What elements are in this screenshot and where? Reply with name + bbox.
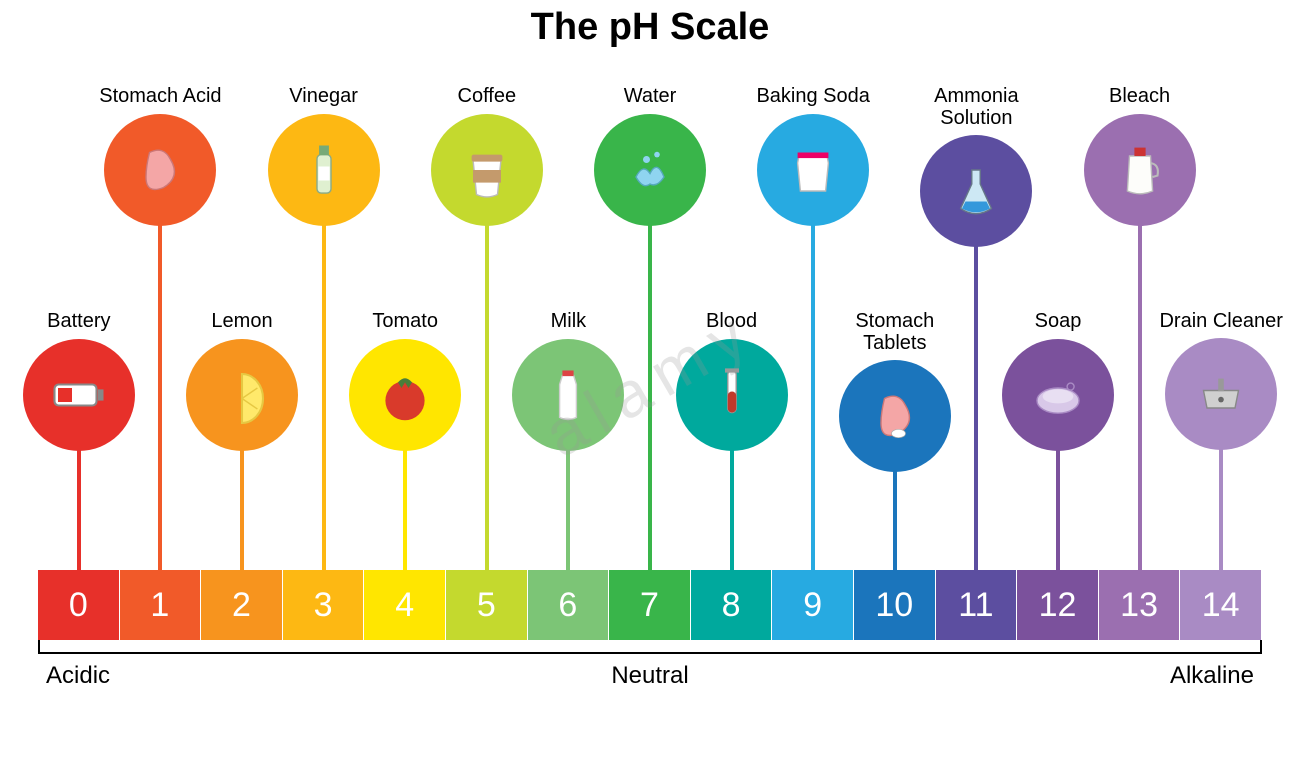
item-label: Water [580, 85, 720, 108]
item-label: Drain Cleaner [1151, 310, 1291, 332]
ph-item-1: Stomach Acid [90, 85, 230, 226]
soap-icon [1002, 339, 1114, 451]
bottle-icon [268, 114, 380, 226]
ph-item-7: Water [580, 85, 720, 226]
ph-item-14: Drain Cleaner [1151, 310, 1291, 450]
cup-icon [431, 114, 543, 226]
ph-cell-10: 10 [854, 570, 936, 640]
container-icon [757, 114, 869, 226]
ph-cell-6: 6 [528, 570, 610, 640]
ph-number: 14 [1202, 586, 1240, 625]
ph-cell-4: 4 [364, 570, 446, 640]
connector-line [1138, 169, 1142, 570]
axis-line [38, 652, 1262, 654]
item-label: Stomach Acid [90, 85, 230, 108]
ph-number: 7 [640, 586, 659, 625]
ph-item-8: Blood [662, 310, 802, 451]
scale-area: Acidic Neutral Alkaline 0123456789101112… [38, 50, 1262, 700]
ph-scale-infographic: The pH Scale alamy Acidic Neutral Alkali… [0, 0, 1300, 763]
ph-number: 10 [875, 586, 913, 625]
axis-tick-left [38, 640, 40, 654]
ph-number: 8 [722, 586, 741, 625]
ph-number: 9 [803, 586, 822, 625]
testtube-icon [676, 339, 788, 451]
item-label: Bleach [1070, 85, 1210, 108]
item-label: Baking Soda [743, 85, 883, 108]
ph-item-6: Milk [498, 310, 638, 451]
ph-number: 5 [477, 586, 496, 625]
ph-number: 6 [558, 586, 577, 625]
item-label: Lemon [172, 310, 312, 333]
connector-line [811, 169, 815, 570]
ph-item-9: Baking Soda [743, 85, 883, 226]
item-label: Ammonia Solution [906, 85, 1046, 129]
water-icon [594, 114, 706, 226]
ph-cell-8: 8 [691, 570, 773, 640]
item-label: Vinegar [254, 85, 394, 108]
ph-item-5: Coffee [417, 85, 557, 226]
battery-icon [23, 339, 135, 451]
ph-item-10: Stomach Tablets [825, 310, 965, 472]
stomach-icon [104, 114, 216, 226]
item-label: Battery [9, 310, 149, 333]
item-label: Soap [988, 310, 1128, 333]
ph-item-13: Bleach [1070, 85, 1210, 226]
ph-number: 11 [958, 586, 993, 625]
axis-label-alkaline: Alkaline [1170, 662, 1254, 690]
axis-label-acidic: Acidic [46, 662, 110, 690]
lemon-icon [186, 339, 298, 451]
milkbottle-icon [512, 339, 624, 451]
ph-cell-14: 14 [1180, 570, 1262, 640]
ph-cell-2: 2 [201, 570, 283, 640]
ph-number: 13 [1120, 586, 1158, 625]
ph-item-3: Vinegar [254, 85, 394, 226]
ph-cell-11: 11 [936, 570, 1018, 640]
axis-tick-right [1260, 640, 1262, 654]
item-label: Stomach Tablets [825, 310, 965, 354]
connector-line [485, 169, 489, 570]
ph-number: 12 [1039, 586, 1077, 625]
tomato-icon [349, 339, 461, 451]
ph-cell-5: 5 [446, 570, 528, 640]
ph-item-4: Tomato [335, 310, 475, 451]
connector-line [322, 169, 326, 570]
item-label: Coffee [417, 85, 557, 108]
ph-cell-9: 9 [772, 570, 854, 640]
connector-line [158, 169, 162, 570]
ph-item-0: Battery [9, 310, 149, 451]
jug-icon [1084, 114, 1196, 226]
item-label: Blood [662, 310, 802, 333]
ph-number: 3 [314, 586, 333, 625]
connector-line [648, 169, 652, 570]
page-title: The pH Scale [531, 6, 770, 49]
ph-cell-1: 1 [120, 570, 202, 640]
stomachpill-icon [839, 360, 951, 472]
ph-item-12: Soap [988, 310, 1128, 451]
sink-icon [1165, 338, 1277, 450]
ph-cell-3: 3 [283, 570, 365, 640]
axis-label-neutral: Neutral [611, 662, 688, 690]
flask-icon [920, 135, 1032, 247]
ph-cell-0: 0 [38, 570, 120, 640]
ph-item-11: Ammonia Solution [906, 85, 1046, 247]
ph-cell-13: 13 [1099, 570, 1181, 640]
ph-cell-12: 12 [1017, 570, 1099, 640]
ph-item-2: Lemon [172, 310, 312, 451]
ph-number: 0 [69, 586, 88, 625]
ph-cell-7: 7 [609, 570, 691, 640]
ph-number: 2 [232, 586, 251, 625]
item-label: Milk [498, 310, 638, 333]
item-label: Tomato [335, 310, 475, 333]
ph-number: 4 [395, 586, 414, 625]
ph-number: 1 [150, 586, 169, 625]
